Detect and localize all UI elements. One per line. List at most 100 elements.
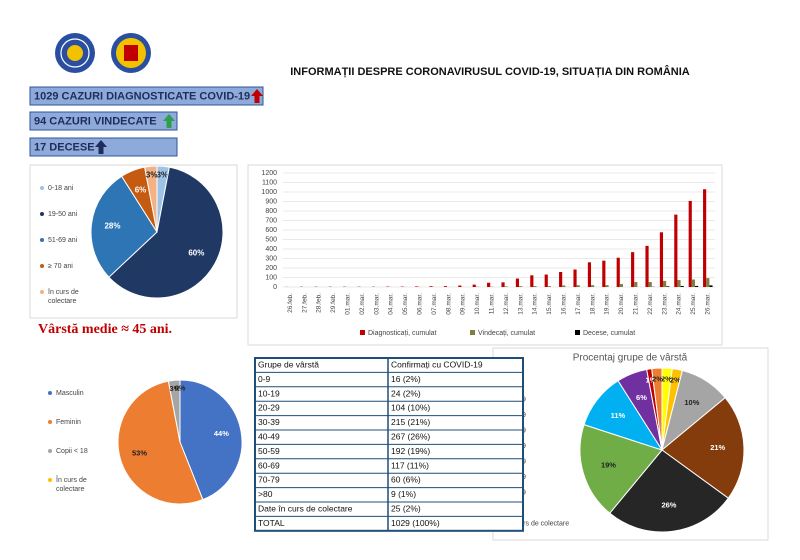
x-tick-label: 03.mar. — [373, 293, 380, 315]
bar — [458, 285, 462, 287]
pie-slice — [609, 449, 730, 533]
table-header: Grupe de vârstă — [258, 359, 319, 369]
table-cell: 215 (21%) — [391, 417, 430, 427]
pie-value-label: 6% — [135, 185, 147, 194]
x-tick-label: 01.mar. — [345, 293, 352, 315]
table-cell: 20-29 — [258, 403, 280, 413]
bar — [703, 189, 707, 287]
table-cell: Date în curs de colectare — [258, 503, 353, 513]
arrow-up — [95, 140, 107, 154]
bar — [515, 278, 520, 287]
pie-slice — [108, 166, 224, 299]
panel-frame — [29, 164, 238, 319]
bar — [573, 269, 577, 287]
pie-value-label: 3% — [170, 384, 181, 393]
pie-slice — [661, 397, 745, 499]
table-cell: 9 (1%) — [391, 489, 416, 499]
pie-value-label: 21% — [710, 443, 725, 452]
x-tick-label: 08.mar. — [445, 293, 452, 315]
table-cell: 25 (2%) — [391, 503, 421, 513]
bar — [504, 286, 508, 287]
bar — [616, 257, 620, 287]
panel-frame — [247, 164, 723, 346]
bar — [663, 280, 667, 287]
bar — [694, 285, 699, 287]
y-tick-label: 800 — [265, 208, 277, 215]
bar — [530, 275, 534, 287]
x-tick-label: 15.mar. — [546, 293, 553, 315]
legend-marker — [48, 478, 52, 482]
x-tick-label: 17.mar. — [575, 293, 582, 315]
pie-value-label: 60% — [188, 249, 204, 258]
bar — [443, 286, 448, 287]
table-cell: TOTAL — [258, 518, 285, 528]
table-cell: 30-39 — [258, 417, 280, 427]
pie-value-label: 6% — [636, 393, 647, 402]
table-cell: 117 (11%) — [391, 460, 429, 470]
y-tick-label: 900 — [265, 198, 277, 205]
legend-label: în curs de colectare — [507, 520, 569, 527]
bar — [645, 245, 649, 287]
bar — [559, 271, 563, 287]
bar — [576, 285, 580, 287]
x-tick-label: 10.mar. — [474, 293, 481, 315]
bar — [619, 284, 623, 287]
legend-marker — [40, 186, 44, 190]
pie-value-label: 10% — [684, 398, 699, 407]
x-tick-label: 26.mar. — [705, 293, 712, 315]
logo-government — [55, 33, 95, 73]
y-tick-label: 600 — [265, 227, 277, 234]
table-cell: 50-59 — [258, 446, 280, 456]
bar — [602, 260, 606, 287]
bar — [587, 262, 592, 287]
y-tick-label: 300 — [265, 255, 277, 262]
x-tick-label: 28.feb. — [316, 293, 323, 313]
pie-value-label: 2% — [652, 375, 663, 384]
table-cell: 192 (19%) — [391, 446, 430, 456]
bar — [680, 285, 684, 287]
pie-value-label: 28% — [104, 221, 120, 230]
y-tick-label: 500 — [265, 236, 277, 243]
x-tick-label: 16.mar. — [561, 293, 568, 315]
pie-slice — [651, 367, 663, 451]
bar — [688, 200, 692, 287]
y-tick-label: 0 — [273, 284, 277, 291]
table-cell: 60 (6%) — [391, 475, 421, 485]
x-tick-label: 11.mar. — [489, 293, 496, 314]
pie-value-label: 19% — [601, 461, 616, 470]
bar — [677, 280, 681, 287]
pie-value-label: 53% — [132, 449, 147, 458]
bar — [706, 278, 710, 287]
legend-label: Decese, cumulat — [583, 330, 635, 337]
bar — [666, 286, 670, 287]
y-tick-label: 200 — [265, 265, 277, 272]
legend-marker — [48, 449, 52, 453]
x-tick-label: 26.feb. — [287, 293, 294, 313]
legend-marker — [575, 330, 580, 335]
arrow-up — [251, 89, 263, 103]
x-tick-label: 19.mar. — [604, 293, 611, 315]
stat-box — [29, 111, 178, 131]
bar — [659, 232, 664, 287]
legend-marker — [48, 420, 52, 424]
bar — [562, 285, 566, 287]
stat-text: 1029 CAZURI DIAGNOSTICATE COVID-19 — [34, 90, 250, 102]
x-tick-label: 13.mar. — [517, 293, 524, 315]
table-cell: 70-79 — [258, 475, 280, 485]
legend-label: Feminin — [56, 419, 81, 426]
pie-value-label: 44% — [214, 429, 229, 438]
pie-value-label: 0% — [175, 384, 186, 393]
bar — [547, 286, 551, 287]
bar — [691, 279, 695, 287]
x-tick-label: 04.mar. — [388, 293, 395, 315]
y-tick-label: 400 — [265, 246, 277, 253]
legend-label: 0-18 ani — [48, 185, 74, 192]
legend-label: Masculin — [56, 390, 84, 397]
legend-label: Vindecați, cumulat — [478, 330, 535, 337]
legend-label: 51-69 ani — [48, 237, 78, 244]
table-cell: 267 (26%) — [391, 431, 430, 441]
x-tick-label: 20.mar. — [618, 293, 625, 315]
x-tick-label: 27.feb. — [301, 293, 308, 313]
bar — [487, 282, 491, 287]
